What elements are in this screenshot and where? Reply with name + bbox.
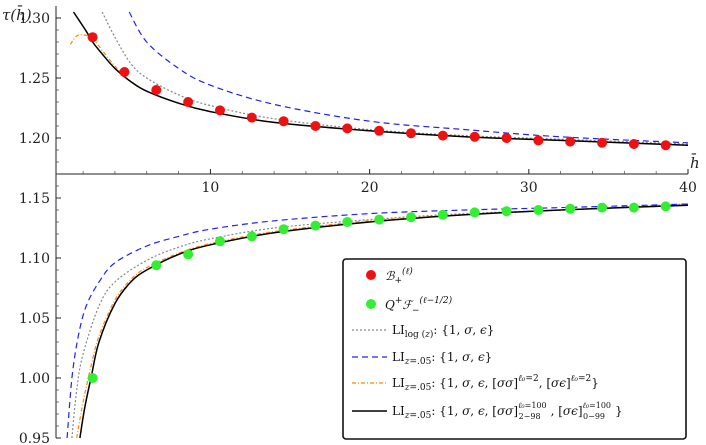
y-tick-label: 1.30 [19, 11, 50, 27]
x-tick-label: 30 [520, 180, 538, 196]
legend-label-li-z05-basic: LIz=.05: {1, σ, ϵ} [392, 350, 492, 367]
data-point-green [660, 201, 671, 212]
data-point-green [214, 236, 225, 247]
legend-label-li-z05-l100: LIz=.05: {1, σ, ϵ, [σσ]ℓ₀=100 2−98, [σϵ]ℓ… [392, 401, 623, 421]
data-point-red [501, 133, 512, 143]
data-point-red [87, 32, 98, 43]
data-point-green [501, 206, 512, 217]
y-tick-label: 1.10 [19, 251, 50, 267]
legend-box [342, 258, 687, 440]
data-point-green [374, 214, 385, 225]
legend: ℬ+(ℓ) Q+ℱ−(ℓ−1/2) LIlog (z): {1, σ, ϵ} L… [342, 258, 687, 440]
legend-label-li-logz: LIlog (z): {1, σ, ϵ} [392, 323, 494, 340]
legend-marker-b-plus [366, 270, 376, 280]
data-point-green [342, 217, 353, 227]
y-tick-label: 1.00 [19, 371, 50, 387]
ticks-layer: 0.95 1.00 1.05 1.10 1.15 1.20 1.25 1.30 10 20 30 40 [19, 11, 697, 445]
data-point-green [469, 207, 480, 218]
data-point-red [533, 135, 544, 146]
legend-label-q-plus-f-minus: Q+ℱ−(ℓ−1/2) [385, 295, 453, 316]
data-point-red [597, 137, 608, 148]
y-tick-label: 1.25 [19, 71, 50, 87]
y-tick-label: 1.15 [19, 191, 50, 207]
data-point-green [183, 249, 194, 260]
data-point-green [437, 209, 448, 220]
x-tick-label: 10 [202, 180, 220, 196]
series-line-2-upper [101, 11, 689, 145]
data-point-red [278, 116, 289, 127]
points-layer [87, 32, 671, 383]
data-point-green [87, 373, 98, 383]
data-point-green [278, 224, 289, 235]
series-line-3-lower [66, 203, 689, 439]
y-tick-label: 1.20 [19, 131, 50, 147]
data-point-red [374, 125, 385, 136]
data-point-green [565, 203, 576, 214]
legend-label-li-z05-l2: LIz=.05: {1, σ, ϵ, [σσ]ℓ₀=2, [σϵ]ℓ₀=2} [392, 374, 599, 393]
legend-label-b-plus: ℬ+(ℓ) [385, 266, 413, 286]
data-point-red [437, 130, 448, 141]
data-point-red [342, 123, 353, 134]
data-point-red [214, 105, 225, 116]
data-point-red [246, 112, 257, 123]
legend-marker-q-plus-f-minus [366, 299, 376, 309]
data-point-red [565, 136, 576, 147]
data-point-red [310, 121, 321, 131]
data-point-red [119, 67, 130, 77]
x-tick-label: 20 [361, 180, 379, 196]
data-point-green [628, 202, 639, 213]
data-point-green [246, 231, 257, 242]
x-tick-label: 40 [679, 180, 697, 196]
y-tick-label: 0.95 [19, 431, 50, 445]
data-point-red [628, 139, 639, 149]
data-point-red [660, 140, 671, 151]
series-line-5-upper [72, 11, 689, 146]
data-point-red [183, 97, 194, 107]
series-line-2-lower [71, 203, 689, 439]
y-tick-label: 1.05 [19, 311, 50, 327]
data-point-green [151, 260, 162, 271]
data-point-green [406, 212, 417, 223]
data-point-green [597, 202, 608, 213]
data-point-red [469, 131, 480, 142]
x-axis-title: h̄ [690, 154, 700, 172]
data-point-red [406, 128, 417, 139]
data-point-green [310, 220, 321, 231]
series-line-3-upper [128, 11, 689, 144]
data-point-red [151, 85, 162, 95]
y-axis-title: τ(h̄) [2, 6, 32, 24]
data-point-green [533, 205, 544, 215]
